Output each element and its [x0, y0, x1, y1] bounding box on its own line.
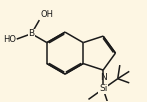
Text: HO: HO	[3, 35, 16, 44]
Text: Si: Si	[99, 84, 107, 93]
Text: B: B	[28, 29, 35, 38]
Text: N: N	[101, 73, 107, 82]
Text: OH: OH	[40, 10, 53, 19]
